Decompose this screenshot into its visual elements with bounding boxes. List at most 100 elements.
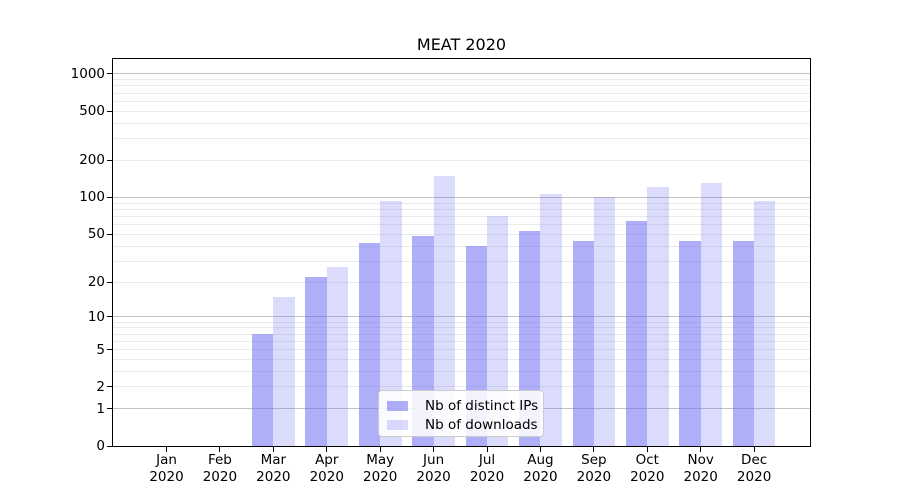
x-axis-tick-label: Mar 2020 — [240, 452, 306, 485]
y-axis-tick — [107, 281, 113, 283]
x-month-label: Feb — [207, 452, 232, 468]
x-year-label: 2020 — [523, 468, 558, 485]
gridline-minor — [113, 85, 810, 87]
legend-label-downloads: Nb of downloads — [425, 416, 538, 433]
y-axis-tick-label: 2 — [96, 378, 105, 395]
x-axis-tick — [326, 447, 328, 452]
bar-downloads — [754, 201, 776, 446]
x-month-label: Aug — [527, 452, 554, 468]
bar-downloads — [433, 175, 455, 446]
x-month-label: Sep — [581, 452, 607, 468]
x-month-label: Nov — [687, 452, 714, 468]
x-axis-tick — [379, 447, 381, 452]
x-axis-tick — [539, 447, 541, 452]
y-axis-tick-label: 500 — [79, 103, 105, 120]
y-axis-tick-label: 20 — [87, 274, 105, 291]
bar-downloads — [380, 201, 402, 446]
chart-title: MEAT 2020 — [416, 35, 507, 54]
gridline-minor — [113, 349, 810, 350]
gridline-minor — [113, 215, 810, 217]
gridline-minor — [113, 281, 810, 283]
x-year-label: 2020 — [576, 468, 612, 485]
x-month-label: Mar — [260, 452, 287, 468]
legend-swatch-downloads — [387, 419, 408, 430]
gridline-minor — [113, 224, 810, 226]
y-axis-tick — [107, 233, 113, 235]
y-axis-tick-label: 100 — [79, 189, 105, 206]
gridline-minor — [113, 92, 810, 94]
bar-downloads — [273, 296, 295, 446]
x-year-label: 2020 — [202, 468, 238, 485]
legend-swatch-distinct-ips — [387, 400, 408, 411]
gridline-minor — [113, 79, 810, 81]
x-axis-tick-label: Aug 2020 — [507, 452, 573, 485]
gridline-minor — [113, 260, 810, 262]
x-axis-tick-label: Dec 2020 — [721, 452, 787, 485]
x-axis-tick — [700, 447, 702, 452]
x-year-label: 2020 — [362, 468, 398, 485]
plot-area — [112, 58, 811, 447]
x-axis-tick — [486, 447, 488, 452]
x-month-label: Dec — [741, 452, 768, 468]
x-axis-tick — [272, 447, 274, 452]
x-axis-tick-label: Sep 2020 — [561, 452, 627, 485]
bar-distinct-ips — [251, 334, 274, 446]
y-axis-tick — [107, 408, 113, 410]
gridline-minor — [113, 386, 810, 388]
gridline-minor — [113, 327, 810, 329]
x-month-label: Jun — [423, 452, 445, 468]
gridline-major — [113, 73, 810, 75]
x-axis-tick-label: Oct 2020 — [614, 452, 680, 485]
x-axis-tick-label: May 2020 — [347, 452, 413, 485]
x-axis-tick-label: Jan 2020 — [134, 452, 200, 485]
x-axis-tick-label: Nov 2020 — [668, 452, 734, 485]
y-axis-tick — [107, 386, 113, 388]
gridline-minor — [113, 340, 810, 342]
x-axis-tick — [646, 447, 648, 452]
gridline-minor — [113, 358, 810, 360]
bar-distinct-ips — [305, 277, 327, 446]
bar-distinct-ips — [572, 241, 594, 446]
gridline-minor — [113, 208, 810, 210]
x-axis-tick — [593, 447, 595, 452]
bar-distinct-ips — [625, 221, 648, 446]
x-month-label: Jan — [156, 452, 177, 468]
legend-row-distinct-ips: Nb of distinct IPs — [387, 396, 543, 415]
y-axis-tick-label: 10 — [87, 308, 105, 325]
bar-downloads — [540, 194, 562, 446]
x-year-label: 2020 — [683, 468, 718, 485]
y-axis-tick — [107, 349, 113, 350]
y-axis-tick — [107, 73, 113, 75]
gridline-minor — [113, 321, 810, 323]
x-axis-tick — [433, 447, 435, 452]
x-year-label: 2020 — [149, 468, 184, 485]
gridline-minor — [113, 122, 810, 124]
bar-downloads — [593, 197, 616, 446]
gridline-minor — [113, 110, 810, 112]
x-axis-tick-label: Feb 2020 — [187, 452, 253, 485]
bar-distinct-ips — [358, 243, 381, 446]
x-year-label: 2020 — [309, 468, 344, 485]
x-year-label: 2020 — [416, 468, 451, 485]
gridline-minor — [113, 245, 810, 247]
legend-row-downloads: Nb of downloads — [387, 415, 543, 434]
gridline-minor — [113, 100, 810, 102]
gridline-minor — [113, 370, 810, 372]
x-axis-tick — [219, 447, 221, 452]
x-year-label: 2020 — [736, 468, 772, 485]
gridline-minor — [113, 233, 810, 235]
y-axis-tick — [107, 159, 113, 161]
bar-downloads — [487, 216, 509, 446]
bar-downloads — [700, 182, 723, 446]
y-axis-tick — [107, 196, 113, 198]
x-axis-tick-label: Jun 2020 — [401, 452, 467, 485]
x-month-label: Jul — [478, 452, 496, 468]
x-year-label: 2020 — [630, 468, 665, 485]
y-axis-tick-label: 0 — [96, 438, 105, 454]
gridline-minor — [113, 333, 810, 335]
y-axis-tick-label: 1 — [96, 400, 105, 417]
x-year-label: 2020 — [469, 468, 505, 485]
gridline-minor — [113, 159, 810, 161]
x-year-label: 2020 — [256, 468, 291, 485]
